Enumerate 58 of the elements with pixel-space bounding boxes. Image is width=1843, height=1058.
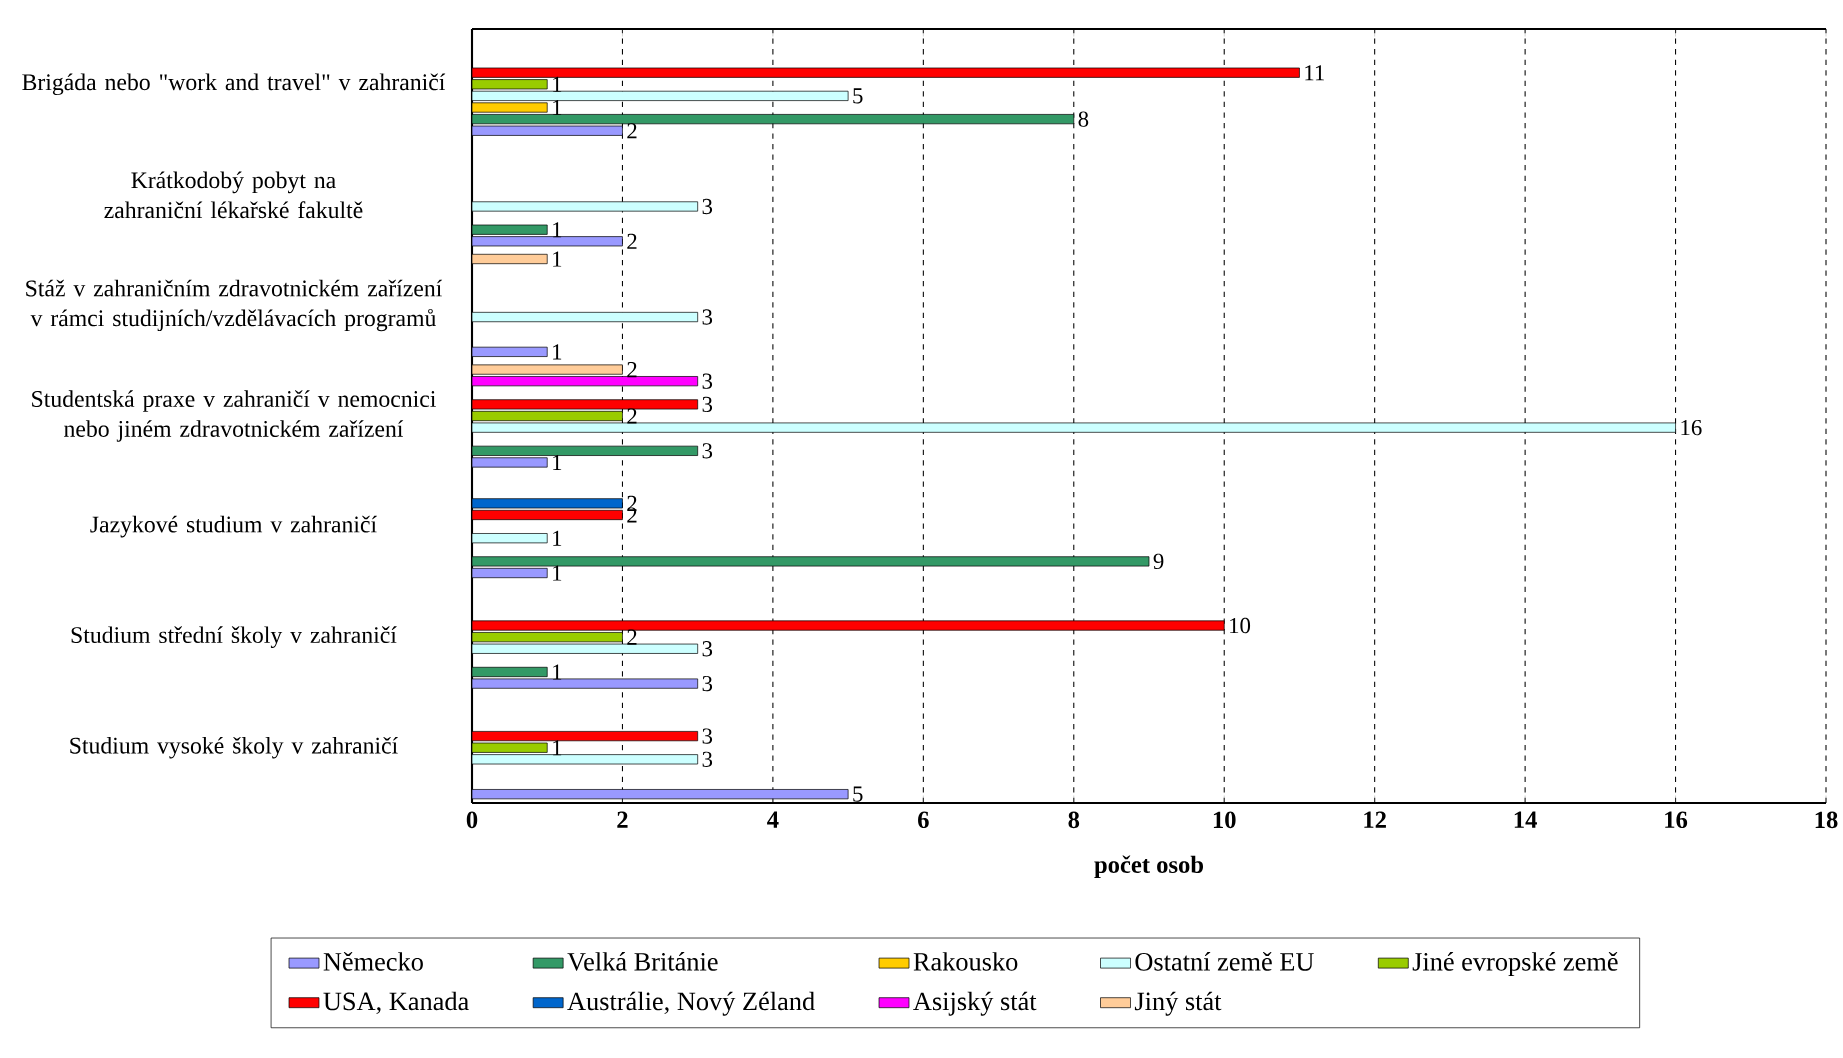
y-tick-label: Studium vysoké školy v zahraničí bbox=[70, 736, 398, 759]
data-label: 2 bbox=[627, 408, 637, 424]
x-tick-label: 16 bbox=[1665, 811, 1688, 829]
x-tick-label: 4 bbox=[767, 811, 779, 828]
legend-label: Jiné evropské země bbox=[1412, 952, 1618, 977]
data-label: 1 bbox=[553, 740, 562, 756]
y-tick-label: Jazykové studium v zahraničí bbox=[90, 515, 377, 538]
y-tick-label: Brigáda nebo "work and travel" v zahraničí bbox=[22, 73, 446, 96]
data-label: 2 bbox=[627, 123, 637, 139]
x-axis-title: počet osob bbox=[1094, 855, 1204, 879]
legend-label: Asijský stát bbox=[913, 991, 1037, 1016]
data-label: 8 bbox=[1078, 111, 1089, 127]
x-tick-label: 2 bbox=[617, 811, 628, 828]
data-label: 1 bbox=[553, 344, 562, 360]
data-label: 3 bbox=[702, 751, 713, 767]
x-tick-label: 8 bbox=[1068, 811, 1080, 829]
data-label: 10 bbox=[1230, 617, 1251, 634]
data-label: 5 bbox=[853, 88, 863, 104]
data-label: 1 bbox=[553, 222, 562, 238]
data-label: 11 bbox=[1305, 65, 1324, 81]
data-label: 1 bbox=[553, 664, 562, 680]
legend-label: Rakousko bbox=[913, 952, 1018, 971]
data-label: 9 bbox=[1153, 553, 1164, 570]
legend-label: Jiný stát bbox=[1134, 991, 1222, 1016]
data-label: 2 bbox=[627, 233, 637, 249]
data-label: 3 bbox=[702, 675, 713, 692]
data-label: 3 bbox=[702, 443, 713, 459]
data-label: 3 bbox=[702, 198, 713, 215]
data-label: 1 bbox=[553, 454, 562, 470]
data-label: 16 bbox=[1681, 419, 1702, 436]
data-label: 3 bbox=[702, 396, 713, 413]
x-tick-label: 18 bbox=[1815, 811, 1838, 829]
legend-label: Austrálie, Nový Zéland bbox=[567, 991, 815, 1016]
x-tick-label: 14 bbox=[1514, 811, 1537, 828]
data-label: 1 bbox=[553, 251, 562, 267]
x-tick-label: 10 bbox=[1213, 811, 1236, 829]
legend-label: Velká Británie bbox=[567, 952, 718, 971]
data-label: 5 bbox=[853, 786, 863, 802]
x-tick-label: 12 bbox=[1364, 811, 1386, 828]
legend-label: Německo bbox=[323, 952, 423, 971]
data-label: 3 bbox=[702, 728, 713, 744]
y-tick-label: Krátkodobý pobyt na zahraniční lékařské fakultě bbox=[104, 171, 363, 219]
data-label: 2 bbox=[627, 361, 637, 378]
x-tick-label: 0 bbox=[466, 811, 478, 829]
data-label: 1 bbox=[553, 530, 562, 546]
legend-label: USA, Kanada bbox=[323, 991, 469, 1015]
data-label: 1 bbox=[553, 99, 562, 116]
y-tick-label: Studentská praxe v zahraničí v nemocnici nebo jiném zdravotnickém zařízení bbox=[32, 390, 436, 442]
y-tick-label: Studium střední školy v zahraničí bbox=[71, 626, 397, 648]
data-label: 3 bbox=[702, 641, 713, 657]
data-label: 3 bbox=[702, 373, 713, 389]
x-tick-label: 6 bbox=[918, 811, 929, 829]
data-label: 1 bbox=[553, 565, 562, 581]
data-label: 1 bbox=[553, 76, 562, 92]
data-label: 2 bbox=[627, 629, 637, 645]
y-tick-label: Stáž v zahraničním zdravotnickém zařízení v rámci studijních/vzdělávacích programů bbox=[26, 279, 443, 332]
data-label: 3 bbox=[702, 309, 713, 325]
legend-label: Ostatní země EU bbox=[1135, 952, 1314, 971]
